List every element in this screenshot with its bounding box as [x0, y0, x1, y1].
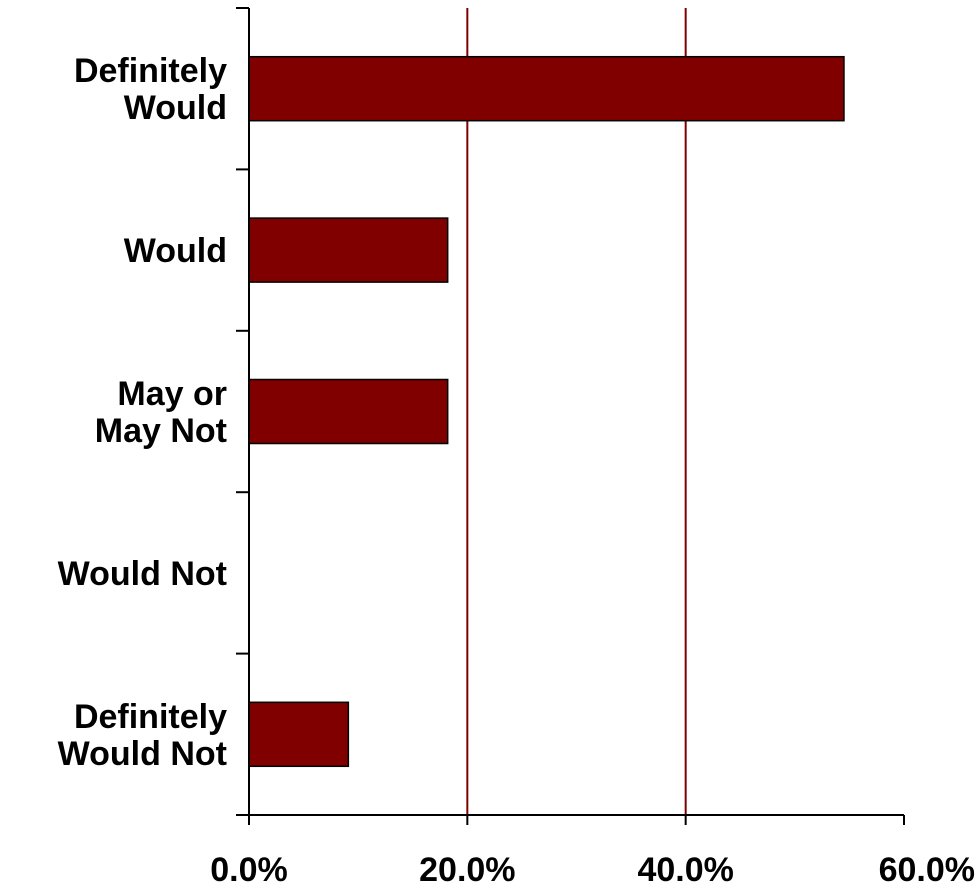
- bar: [248, 217, 449, 283]
- category-label: May or May Not: [95, 375, 227, 450]
- gridlines: [466, 8, 687, 815]
- category-label: Definitely Would Not: [58, 698, 227, 773]
- category-label: Would: [124, 232, 227, 270]
- bar: [248, 55, 845, 122]
- x-tick-label: 0.0%: [210, 851, 288, 887]
- x-tick-label: 20.0%: [419, 851, 515, 887]
- x-tick-labels: 0.0% 20.0% 40.0% 60.0%: [210, 851, 975, 887]
- axes: [236, 7, 905, 825]
- x-tick-label: 40.0%: [637, 851, 733, 887]
- category-label: Definitely Would: [74, 52, 227, 127]
- category-labels: Definitely Would Would May or May Not Would N…: [58, 52, 227, 773]
- category-label: Would Not: [58, 555, 227, 593]
- bar: [248, 378, 449, 445]
- bar: [248, 701, 350, 768]
- x-tick-label: 60.0%: [879, 851, 975, 887]
- bars: [248, 55, 845, 768]
